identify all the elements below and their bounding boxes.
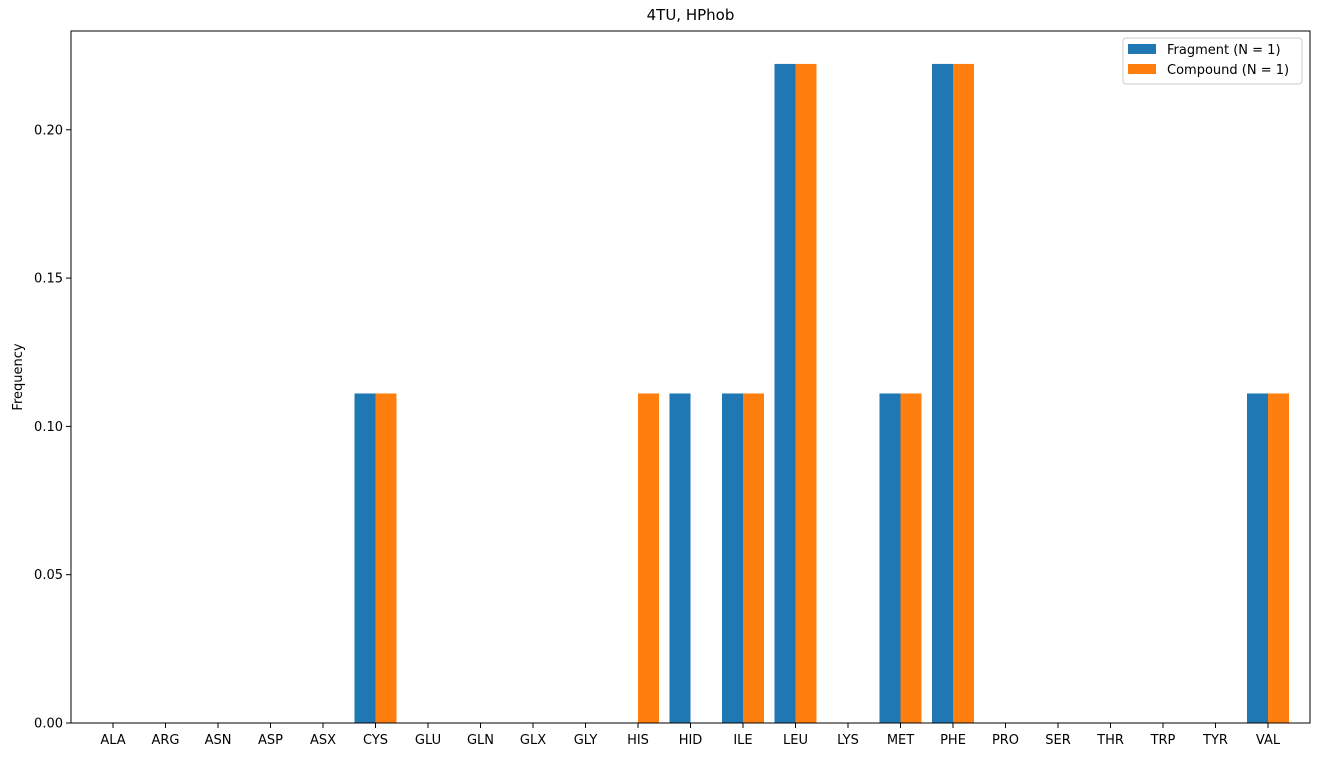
bar-fragment-leu: [774, 63, 796, 723]
bar-fragment-val: [1247, 393, 1268, 723]
x-tick-label: PRO: [992, 733, 1019, 748]
y-tick-label: 0.20: [34, 123, 63, 138]
x-tick-label: TYR: [1202, 733, 1228, 748]
x-tick-label: GLY: [574, 733, 598, 748]
x-tick-label: ILE: [733, 733, 752, 748]
legend-label-fragment: Fragment (N = 1): [1167, 43, 1281, 58]
x-tick-label: LYS: [837, 733, 859, 748]
x-tick-label: GLN: [467, 733, 494, 748]
x-tick-label: HIS: [627, 733, 649, 748]
x-tick-label: MET: [887, 733, 914, 748]
x-tick-label: ASN: [205, 733, 232, 748]
x-axis: ALA ARG ASN ASP ASX CYS GLU GLN GLX GLY HIS HID ILE L…: [100, 723, 1281, 748]
chart-title: 4TU, HPhob: [647, 6, 735, 24]
bar-compound-cys: [375, 393, 397, 723]
x-tick-label: ALA: [100, 733, 125, 748]
bar-compound-ile: [743, 393, 764, 723]
bars-group: [354, 63, 1289, 723]
bar-compound-met: [900, 393, 922, 723]
y-tick-label: 0.05: [34, 568, 63, 583]
bar-fragment-phe: [932, 63, 953, 723]
bar-compound-val: [1268, 393, 1289, 723]
bar-fragment-hid: [669, 393, 691, 723]
legend-swatch-fragment: [1128, 44, 1156, 54]
plot-frame: [70, 30, 1311, 724]
x-tick-label: LEU: [783, 733, 808, 748]
legend-label-compound: Compound (N = 1): [1167, 63, 1289, 78]
x-tick-label: VAL: [1256, 733, 1281, 748]
legend-box: [1122, 37, 1303, 85]
legend-swatch-compound: [1128, 64, 1156, 74]
bar-fragment-met: [879, 393, 901, 723]
x-tick-label: ASX: [310, 733, 336, 748]
y-tick-label: 0.10: [34, 420, 63, 435]
y-tick-label: 0.00: [34, 717, 63, 732]
bar-compound-leu: [795, 63, 817, 723]
x-tick-label: CYS: [363, 733, 388, 748]
bar-fragment-ile: [722, 393, 743, 723]
x-tick-label: ASP: [258, 733, 283, 748]
x-tick-label: TRP: [1150, 733, 1176, 748]
bar-compound-phe: [953, 63, 974, 723]
y-axis: 0.00 0.05 0.10 0.15 0.20: [34, 123, 71, 732]
x-tick-label: THR: [1096, 733, 1124, 748]
y-axis-label: Frequency: [11, 343, 26, 410]
x-tick-label: PHE: [940, 733, 966, 748]
bar-fragment-cys: [354, 393, 376, 723]
x-tick-label: HID: [679, 733, 703, 748]
x-tick-label: ARG: [152, 733, 180, 748]
x-tick-label: GLX: [520, 733, 546, 748]
x-tick-label: SER: [1045, 733, 1071, 748]
y-tick-label: 0.15: [34, 272, 63, 287]
x-tick-label: GLU: [415, 733, 441, 748]
bar-compound-his: [638, 393, 659, 723]
legend: Fragment (N = 1) Compound (N = 1): [1122, 37, 1303, 85]
